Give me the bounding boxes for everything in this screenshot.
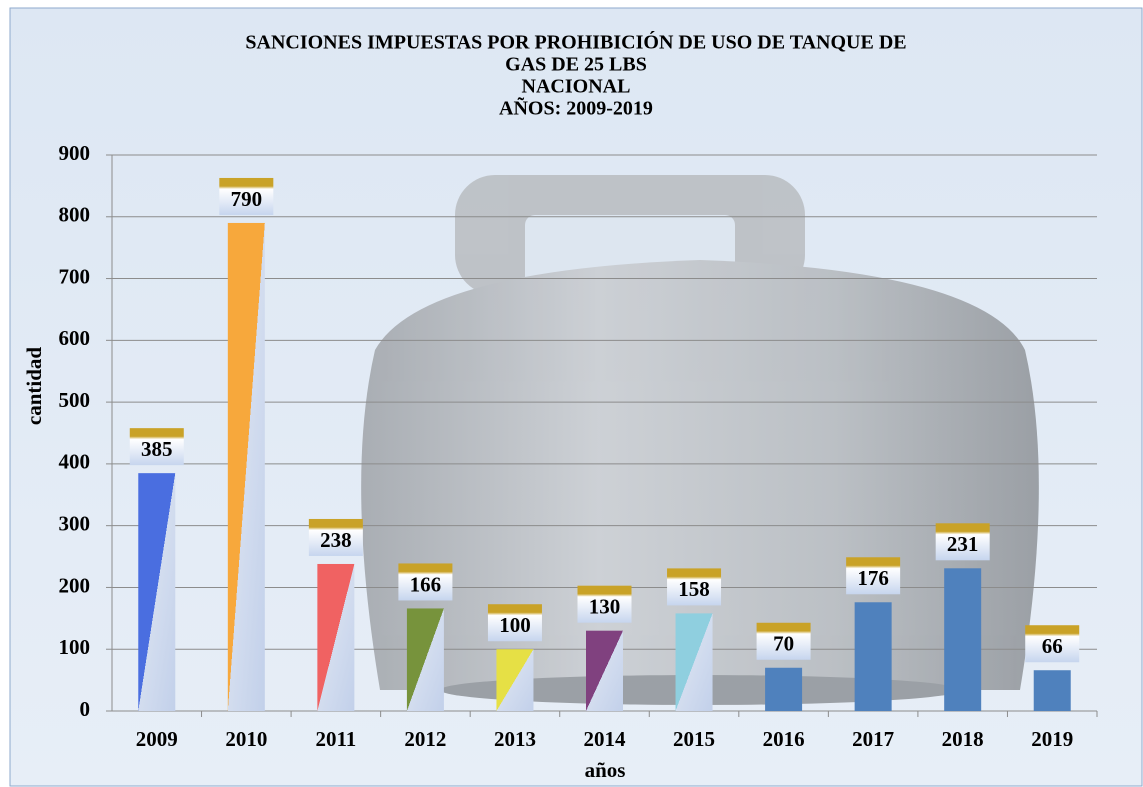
x-tick-label: 2019	[1031, 727, 1073, 751]
chart-title: NACIONAL	[522, 76, 631, 98]
value-label: 790	[231, 187, 263, 211]
value-label: 385	[141, 437, 173, 461]
bar	[944, 568, 981, 711]
x-tick-label: 2011	[315, 727, 356, 751]
x-tick-label: 2015	[673, 727, 715, 751]
y-tick-label: 0	[80, 697, 91, 721]
y-tick-label: 900	[59, 141, 91, 165]
y-tick-label: 400	[59, 450, 91, 474]
bar	[765, 668, 802, 711]
x-tick-label: 2010	[225, 727, 267, 751]
x-tick-label: 2009	[136, 727, 178, 751]
value-label: 166	[410, 572, 442, 596]
bar	[138, 473, 175, 711]
bar	[228, 223, 265, 711]
bar	[407, 608, 444, 711]
bar	[317, 564, 354, 711]
chart-title: GAS DE 25 LBS	[505, 54, 647, 76]
value-label: 100	[499, 613, 531, 637]
x-tick-label: 2014	[584, 727, 627, 751]
value-label: 238	[320, 528, 352, 552]
chart: cantidad años SANCIONES IMPUESTAS POR PR…	[0, 0, 1143, 787]
bar	[1034, 670, 1071, 711]
bar	[586, 631, 623, 711]
x-tick-label: 2016	[763, 727, 805, 751]
y-tick-label: 600	[59, 326, 91, 350]
bar	[496, 649, 533, 711]
value-label: 231	[947, 532, 979, 556]
bar	[855, 602, 892, 711]
y-tick-label: 800	[59, 203, 91, 227]
chart-title: AÑOS: 2009-2019	[499, 97, 653, 120]
value-label: 130	[589, 595, 621, 619]
value-label: 158	[678, 577, 710, 601]
y-tick-label: 500	[59, 388, 91, 412]
y-tick-label: 200	[59, 573, 91, 597]
bar	[676, 613, 713, 711]
value-label: 70	[773, 632, 794, 656]
x-tick-label: 2017	[852, 727, 894, 751]
y-tick-label: 700	[59, 264, 91, 288]
x-axis-label: años	[585, 758, 626, 782]
x-tick-label: 2012	[404, 727, 446, 751]
value-label: 176	[857, 566, 889, 590]
value-label: 66	[1042, 634, 1063, 658]
y-axis-label: cantidad	[22, 347, 46, 426]
x-tick-label: 2013	[494, 727, 536, 751]
x-tick-label: 2018	[942, 727, 984, 751]
chart-title: SANCIONES IMPUESTAS POR PROHIBICIÓN DE U…	[245, 30, 906, 54]
y-tick-label: 300	[59, 511, 91, 535]
y-tick-label: 100	[59, 635, 91, 659]
